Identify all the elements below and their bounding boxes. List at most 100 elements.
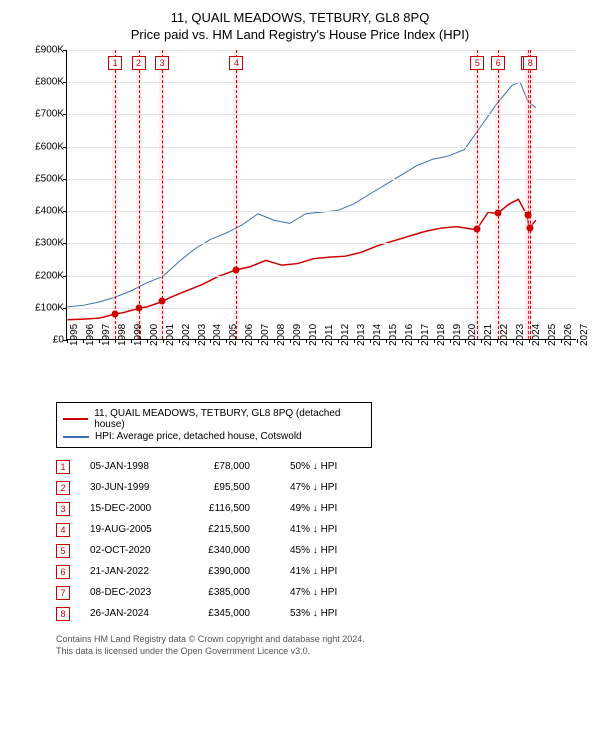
x-tick [322,339,323,343]
transaction-vline [477,50,478,339]
x-tick [354,339,355,343]
tx-diff: 50% ↓ HPI [290,461,390,472]
tx-date: 05-JAN-1998 [90,461,200,472]
x-axis-label: 2008 [276,324,287,346]
y-axis-label: £0 [24,335,64,346]
x-axis-label: 2001 [165,324,176,346]
tx-price: £345,000 [200,608,290,619]
tx-date: 02-OCT-2020 [90,545,200,556]
x-axis-label: 2004 [212,324,223,346]
x-axis-label: 2020 [467,324,478,346]
tx-diff: 47% ↓ HPI [290,587,390,598]
tx-diff: 45% ↓ HPI [290,545,390,556]
transaction-point [525,211,532,218]
tx-number-box: 2 [56,481,70,495]
legend-swatch-hpi [63,436,89,438]
x-axis-label: 1995 [69,324,80,346]
transaction-vline [236,50,237,339]
x-tick [561,339,562,343]
report-container: 11, QUAIL MEADOWS, TETBURY, GL8 8PQ Pric… [0,0,600,740]
transaction-point [474,226,481,233]
tx-diff: 41% ↓ HPI [290,524,390,535]
plot-region: 12345678 [66,50,576,340]
x-axis-label: 2026 [563,324,574,346]
legend-swatch-property [63,418,88,420]
x-tick [83,339,84,343]
tx-diff: 49% ↓ HPI [290,503,390,514]
x-axis-label: 2013 [356,324,367,346]
footer-text: Contains HM Land Registry data © Crown c… [56,634,586,657]
tx-price: £340,000 [200,545,290,556]
x-axis-label: 2010 [308,324,319,346]
tx-diff: 53% ↓ HPI [290,608,390,619]
tx-price: £215,500 [200,524,290,535]
transaction-marker: 3 [155,56,169,70]
x-axis-label: 2027 [579,324,590,346]
x-tick [306,339,307,343]
transaction-marker: 1 [108,56,122,70]
x-tick [434,339,435,343]
x-axis-label: 2011 [324,324,335,346]
x-tick [195,339,196,343]
x-tick [67,339,68,343]
x-tick [418,339,419,343]
y-axis-label: £200K [24,270,64,281]
x-axis-label: 2022 [499,324,510,346]
tx-price: £390,000 [200,566,290,577]
x-tick [386,339,387,343]
y-axis-label: £400K [24,206,64,217]
transactions-table: 1 05-JAN-1998£78,00050% ↓ HPI 2 30-JUN-1999… [56,456,586,624]
x-axis-label: 2009 [292,324,303,346]
x-tick [402,339,403,343]
transaction-marker: 4 [229,56,243,70]
tx-price: £78,000 [200,461,290,472]
y-axis-label: £700K [24,109,64,120]
tx-number-box: 7 [56,586,70,600]
tx-number-box: 1 [56,460,70,474]
y-axis-label: £300K [24,238,64,249]
legend-label-hpi: HPI: Average price, detached house, Cots… [95,431,302,442]
transaction-vline [139,50,140,339]
x-axis-label: 2006 [244,324,255,346]
x-axis-label: 2002 [181,324,192,346]
x-axis-label: 2025 [547,324,558,346]
x-tick [370,339,371,343]
transaction-vline [162,50,163,339]
x-axis-label: 2017 [420,324,431,346]
x-axis-label: 1997 [101,324,112,346]
x-tick [290,339,291,343]
page-subtitle: Price paid vs. HM Land Registry's House … [14,27,586,42]
table-row: 419-AUG-2005£215,50041% ↓ HPI [56,519,586,540]
table-row: 502-OCT-2020£340,00045% ↓ HPI [56,540,586,561]
transaction-marker: 6 [491,56,505,70]
tx-date: 08-DEC-2023 [90,587,200,598]
x-tick [131,339,132,343]
x-tick [545,339,546,343]
x-axis-label: 1998 [117,324,128,346]
x-tick [179,339,180,343]
tx-diff: 41% ↓ HPI [290,566,390,577]
x-axis-label: 2018 [436,324,447,346]
x-axis-label: 2012 [340,324,351,346]
legend-box: 11, QUAIL MEADOWS, TETBURY, GL8 8PQ (det… [56,402,372,448]
tx-number-box: 3 [56,502,70,516]
y-axis-label: £100K [24,302,64,313]
x-axis-label: 2015 [388,324,399,346]
legend-item-hpi: HPI: Average price, detached house, Cots… [63,431,365,442]
tx-number-box: 6 [56,565,70,579]
x-axis-label: 2000 [149,324,160,346]
y-axis-label: £800K [24,77,64,88]
y-axis-label: £500K [24,173,64,184]
transaction-point [158,298,165,305]
tx-date: 19-AUG-2005 [90,524,200,535]
page-title: 11, QUAIL MEADOWS, TETBURY, GL8 8PQ [14,10,586,25]
transaction-vline [115,50,116,339]
y-axis-label: £600K [24,141,64,152]
footer-line-1: Contains HM Land Registry data © Crown c… [56,634,586,646]
tx-date: 30-JUN-1999 [90,482,200,493]
x-tick [450,339,451,343]
x-axis-label: 2021 [483,324,494,346]
x-axis-label: 2014 [372,324,383,346]
x-axis-label: 2019 [452,324,463,346]
table-row: 315-DEC-2000£116,50049% ↓ HPI [56,498,586,519]
